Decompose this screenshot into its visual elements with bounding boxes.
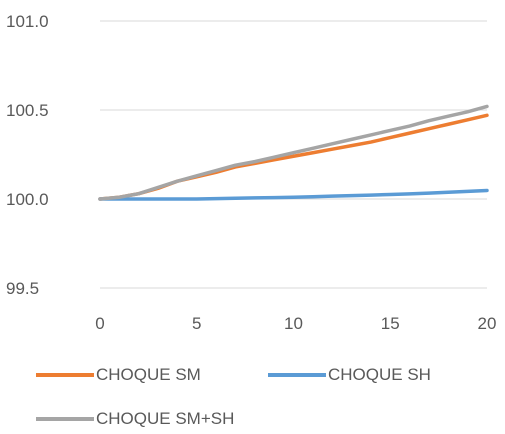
x-tick-label-4: 20 xyxy=(478,314,497,333)
x-tick-label-1: 5 xyxy=(192,314,201,333)
series-line-choque-sm-sh xyxy=(98,104,489,201)
x-tick-label-0: 0 xyxy=(95,314,104,333)
y-tick-label-3: 101.0 xyxy=(6,12,49,31)
x-tick-label-3: 15 xyxy=(381,314,400,333)
y-tick-label-0: 99.5 xyxy=(6,279,39,298)
series-line-choque-sh xyxy=(98,188,489,201)
y-tick-label-1: 100.0 xyxy=(6,190,49,209)
y-tick-label-2: 100.5 xyxy=(6,101,49,120)
x-tick-label-2: 10 xyxy=(284,314,303,333)
